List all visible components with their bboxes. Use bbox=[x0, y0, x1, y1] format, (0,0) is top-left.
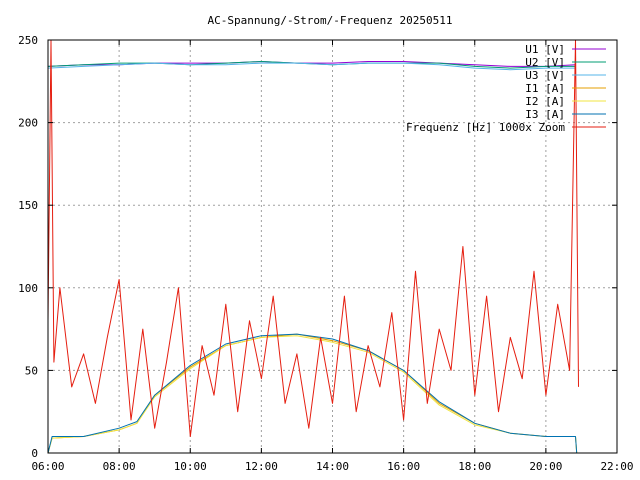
x-tick-label: 06:00 bbox=[31, 460, 64, 473]
x-tick-label: 08:00 bbox=[103, 460, 136, 473]
series-line-2 bbox=[47, 62, 576, 71]
x-tick-label: 22:00 bbox=[600, 460, 633, 473]
x-tick-label: 18:00 bbox=[458, 460, 491, 473]
series-line-5 bbox=[47, 333, 578, 454]
y-tick-label: 250 bbox=[18, 34, 38, 47]
series-lines bbox=[47, 39, 579, 454]
y-tick-label: 200 bbox=[18, 117, 38, 130]
legend-label: I3 [A] bbox=[525, 108, 565, 121]
y-tick-label: 150 bbox=[18, 199, 38, 212]
y-tick-label: 0 bbox=[31, 447, 38, 460]
x-tick-label: 16:00 bbox=[387, 460, 420, 473]
legend-label: I2 [A] bbox=[525, 95, 565, 108]
legend-label: U3 [V] bbox=[525, 69, 565, 82]
x-tick-label: 20:00 bbox=[529, 460, 562, 473]
legend-label: I1 [A] bbox=[525, 82, 565, 95]
x-tick-label: 12:00 bbox=[245, 460, 278, 473]
y-tick-label: 100 bbox=[18, 282, 38, 295]
y-tick-label: 50 bbox=[25, 364, 38, 377]
x-tick-label: 14:00 bbox=[316, 460, 349, 473]
axis-ticks: 06:00 08:00 10:00 12:00 14:00 16:00 18:00 20:00… bbox=[18, 34, 633, 473]
legend-label: U1 [V] bbox=[525, 43, 565, 56]
x-tick-label: 10:00 bbox=[174, 460, 207, 473]
chart-title: AC-Spannung/-Strom/-Frequenz 20250511 bbox=[207, 14, 452, 27]
grid-lines bbox=[48, 40, 617, 453]
legend-label: Frequenz [Hz] 1000x Zoom bbox=[406, 121, 565, 134]
legend-label: U2 [V] bbox=[525, 56, 565, 69]
legend: U1 [V]U2 [V]U3 [V]I1 [A]I2 [A]I3 [A]Freq… bbox=[406, 43, 606, 134]
series-line-6 bbox=[47, 39, 579, 437]
